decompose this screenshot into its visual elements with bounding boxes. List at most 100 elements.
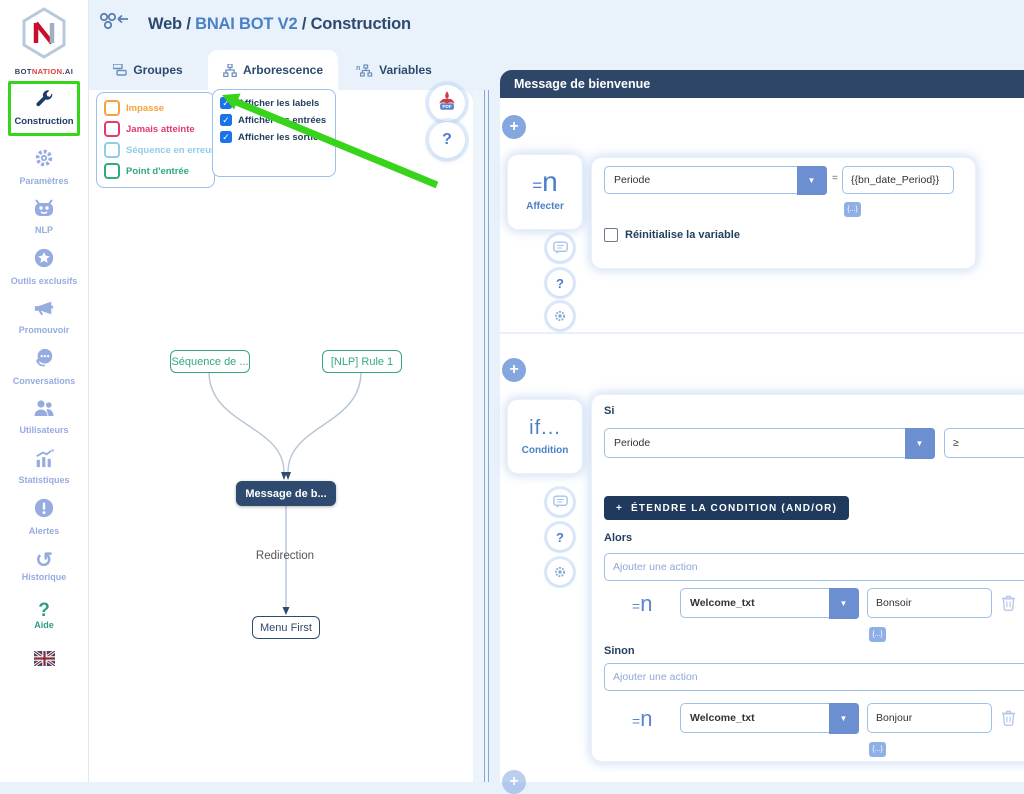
then-variable-select[interactable]: Welcome_txt ▼ xyxy=(680,587,859,619)
gear-icon xyxy=(554,566,566,578)
question-mark-icon: ? xyxy=(556,529,564,545)
sidebar-item-parametres[interactable]: Paramètres xyxy=(5,142,83,192)
comment-button[interactable] xyxy=(547,235,573,261)
megaphone-icon xyxy=(33,298,55,323)
condition-variable-select[interactable]: Periode ▼ xyxy=(604,427,935,459)
comment-icon xyxy=(552,495,568,509)
breadcrumb-project[interactable]: BNAI BOT V2 xyxy=(195,14,298,33)
selected-variable: Welcome_txt xyxy=(690,712,755,724)
alert-icon xyxy=(33,497,55,524)
condition-block-body: Si Periode ▼ + ÉTENDRE LA CONDITION (AND… xyxy=(592,395,1024,761)
tab-label: Groupes xyxy=(133,63,183,77)
add-block-button[interactable]: + xyxy=(502,358,526,382)
sidebar-item-nlp[interactable]: NLP xyxy=(5,192,83,242)
sidebar-item-construction[interactable]: Construction xyxy=(8,81,80,136)
breadcrumb-page: Construction xyxy=(310,14,411,33)
assign-symbol: =n xyxy=(632,591,653,616)
sidebar-item-alertes[interactable]: Alertes xyxy=(5,492,83,542)
hexagon-logo-icon xyxy=(22,7,66,59)
block-help-button[interactable]: ? xyxy=(547,270,573,296)
insert-variable-button[interactable]: {...} xyxy=(844,202,861,217)
legend-item: Séquence en erreur xyxy=(104,142,215,158)
sidebar-item-outils-exclusifs[interactable]: Outils exclusifs xyxy=(5,242,83,292)
block-type-condition[interactable]: if... Condition xyxy=(508,400,582,473)
question-icon: ? xyxy=(38,599,50,621)
sinon-label: Sinon xyxy=(604,645,635,657)
star-circle-icon xyxy=(33,247,55,274)
else-variable-select[interactable]: Welcome_txt ▼ xyxy=(680,702,859,734)
checkbox-checked-icon[interactable]: ✓ xyxy=(220,114,232,126)
sidebar-item-historique[interactable]: ↺ Historique xyxy=(5,542,83,592)
assign-symbol: =n xyxy=(532,166,558,197)
sidebar-item-aide[interactable]: ? Aide xyxy=(5,592,83,642)
breadcrumb-root[interactable]: Web xyxy=(148,14,182,33)
checkbox-checked-icon[interactable]: ✓ xyxy=(220,97,232,109)
sidebar-item-label: NLP xyxy=(35,225,53,236)
question-mark-icon: ? xyxy=(442,131,452,148)
add-action-input-else[interactable] xyxy=(604,663,1024,691)
insert-variable-button[interactable]: {...} xyxy=(869,742,886,757)
svg-text:PDF: PDF xyxy=(442,104,451,109)
extend-condition-button[interactable]: + ÉTENDRE LA CONDITION (AND/OR) xyxy=(604,496,850,520)
language-switch-uk-flag[interactable] xyxy=(5,642,83,680)
tab-groupes[interactable]: Groupes xyxy=(100,50,196,90)
option-afficher-labels[interactable]: ✓ Afficher les labels xyxy=(220,97,328,109)
alors-label: Alors xyxy=(604,532,633,544)
flow-node-sequence[interactable]: Séquence de ... xyxy=(170,350,250,373)
flow-node-nlp-rule[interactable]: [NLP] Rule 1 xyxy=(322,350,402,373)
flow-canvas: Impasse Jamais atteinte Séquence en erre… xyxy=(88,89,473,782)
add-block-button[interactable]: + xyxy=(502,770,526,794)
legend-swatch-sequence-erreur xyxy=(104,142,120,158)
flow-node-message-bienvenue[interactable]: Message de b... xyxy=(236,481,336,506)
variables-icon: n xyxy=(356,63,373,77)
sidebar-item-utilisateurs[interactable]: Utilisateurs xyxy=(5,392,83,442)
option-afficher-sorties[interactable]: ✓ Afficher les sorties xyxy=(220,131,328,143)
option-afficher-entrees[interactable]: ✓ Afficher les entrées xyxy=(220,114,328,126)
chevron-down-icon[interactable]: ▼ xyxy=(828,702,859,734)
panel-splitter-scrollbar[interactable] xyxy=(473,90,490,782)
sidebar-item-conversations[interactable]: Conversations xyxy=(5,342,83,392)
chevron-down-icon[interactable]: ▼ xyxy=(828,587,859,619)
affecter-block-body: Periode ▼ = {...} Réinitialise la variab… xyxy=(592,158,975,268)
else-value-input[interactable] xyxy=(867,703,992,733)
sequence-title-bar[interactable]: Message de bienvenue xyxy=(500,70,1024,98)
block-type-affecter[interactable]: =n Affecter xyxy=(508,155,582,229)
sidebar-item-promouvoir[interactable]: Promouvoir xyxy=(5,292,83,342)
sidebar-item-label: Construction xyxy=(14,116,74,128)
chevron-down-icon[interactable]: ▼ xyxy=(796,165,827,195)
operator-input[interactable] xyxy=(944,428,1024,458)
block-type-label: Condition xyxy=(521,445,569,456)
chevron-down-icon[interactable]: ▼ xyxy=(904,427,935,459)
checkbox-checked-icon[interactable]: ✓ xyxy=(220,131,232,143)
plus-icon: + xyxy=(616,502,624,514)
robot-icon xyxy=(32,198,56,223)
delete-action-button[interactable] xyxy=(1001,709,1016,731)
selected-variable: Periode xyxy=(614,437,651,449)
variable-select[interactable]: Periode ▼ xyxy=(604,165,827,195)
if-symbol: if... xyxy=(529,417,561,439)
then-value-input[interactable] xyxy=(867,588,992,618)
tab-variables[interactable]: n Variables xyxy=(346,50,442,90)
wrench-icon xyxy=(34,89,54,114)
insert-variable-button[interactable]: {...} xyxy=(869,627,886,642)
block-settings-button[interactable] xyxy=(547,559,573,585)
block-settings-button[interactable] xyxy=(547,303,573,329)
value-input[interactable] xyxy=(842,166,954,194)
tree-back-icon[interactable] xyxy=(96,9,132,40)
delete-action-button[interactable] xyxy=(1001,594,1016,616)
flow-node-menu-first[interactable]: Menu First xyxy=(252,616,320,639)
sidebar-item-label: Alertes xyxy=(28,526,60,537)
assign-symbol: =n xyxy=(632,706,653,731)
export-pdf-button[interactable]: PDF xyxy=(429,85,465,121)
sidebar-item-statistiques[interactable]: Statistiques xyxy=(5,442,83,492)
add-block-button[interactable]: + xyxy=(502,115,526,139)
add-action-input-then[interactable] xyxy=(604,553,1024,581)
comment-icon xyxy=(552,241,568,255)
checkbox-unchecked-icon[interactable] xyxy=(604,228,618,242)
block-help-button[interactable]: ? xyxy=(547,524,573,550)
help-button[interactable]: ? xyxy=(429,122,465,158)
reset-variable-option[interactable]: Réinitialise la variable xyxy=(604,228,740,242)
si-label: Si xyxy=(604,405,615,417)
comment-button[interactable] xyxy=(547,489,573,515)
tab-arborescence[interactable]: Arborescence xyxy=(208,50,338,90)
